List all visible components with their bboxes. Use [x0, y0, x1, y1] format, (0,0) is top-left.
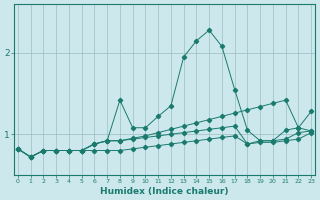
X-axis label: Humidex (Indice chaleur): Humidex (Indice chaleur)	[100, 187, 229, 196]
